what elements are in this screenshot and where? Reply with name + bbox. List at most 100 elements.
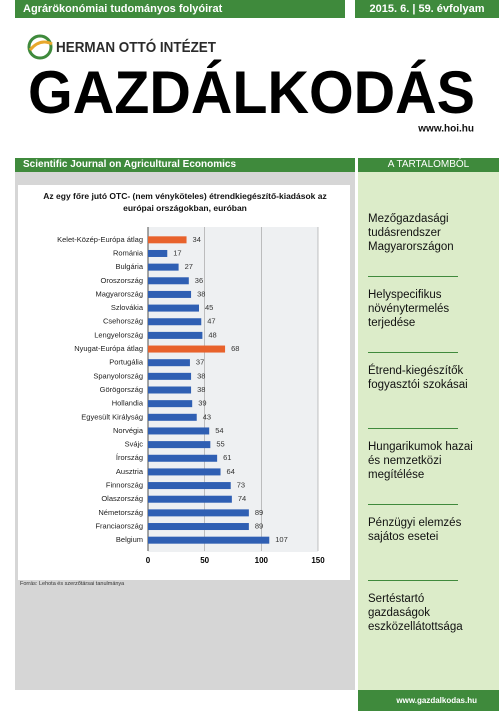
bar: [148, 509, 249, 517]
tagline-bar: Agrárökonómiai tudományos folyóirat: [15, 0, 345, 18]
value-label: 68: [231, 344, 239, 353]
y-tick-label: Lengyelország: [94, 330, 143, 339]
y-tick-label: Svájc: [125, 440, 144, 449]
y-tick-label: Oroszország: [100, 276, 143, 285]
bar: [148, 236, 187, 244]
logo-icon: [27, 34, 53, 60]
y-tick-label: Németország: [98, 508, 143, 517]
y-tick-label: Görögország: [100, 385, 143, 394]
x-tick-label: 50: [200, 556, 209, 565]
bar: [148, 386, 192, 394]
y-tick-label: Norvégia: [113, 426, 144, 435]
y-tick-label: Egyesült Királyság: [81, 412, 143, 421]
x-tick-label: 0: [146, 556, 151, 565]
tagline: Agrárökonómiai tudományos folyóirat: [23, 3, 223, 15]
subtitle-bar: Scientific Journal on Agricultural Econo…: [15, 158, 355, 172]
bar: [148, 331, 203, 339]
y-tick-label: Magyarország: [95, 289, 143, 298]
separator: [368, 504, 458, 505]
x-tick-label: 100: [255, 556, 269, 565]
y-tick-label: Franciaország: [95, 522, 143, 531]
value-label: 89: [255, 522, 263, 531]
value-label: 64: [227, 467, 235, 476]
value-label: 48: [208, 330, 216, 339]
contents-item: Pénzügyi elemzés sajátos esetei: [368, 517, 462, 543]
bar: [148, 454, 218, 462]
value-label: 54: [215, 426, 223, 435]
contents-item: Mezőgazdasági tudásrendszer Magyarország…: [368, 213, 454, 253]
logo-swoosh: [28, 40, 53, 51]
contents-item: Étrend-kiegészítők fogyasztói szokásai: [368, 365, 468, 391]
y-tick-label: Csehország: [103, 317, 143, 326]
website: www.hoi.hu: [417, 124, 474, 135]
y-tick-label: Szlovákia: [111, 303, 144, 312]
contents-bar: A TARTALOMBÓL: [358, 158, 499, 172]
value-label: 43: [203, 412, 211, 421]
y-tick-label: Nyugat-Európa átlag: [74, 344, 143, 353]
institute-name: HERMAN OTTÓ INTÉZET: [56, 38, 216, 56]
contents-item: Hungarikumok hazai és nemzetközi megítél…: [368, 441, 473, 481]
footer-bar: www.gazdalkodas.hu: [358, 690, 499, 711]
subtitle: Scientific Journal on Agricultural Econo…: [23, 159, 237, 170]
bar: [148, 304, 199, 312]
contents-item: Sertéstartó gazdaságok eszközellátottság…: [368, 593, 463, 633]
masthead: HERMAN OTTÓ INTÉZET GAZDÁLKODÁS www.hoi.…: [27, 34, 475, 135]
bar: [148, 427, 210, 435]
y-tick-label: Bulgária: [115, 262, 143, 271]
issue: 2015. 6. | 59. évfolyam: [369, 3, 485, 15]
bar: [148, 290, 192, 298]
bar: [148, 263, 179, 271]
bar: [148, 345, 226, 353]
bar: [148, 523, 249, 531]
value-label: 89: [255, 508, 263, 517]
value-label: 17: [173, 248, 181, 257]
value-label: 27: [185, 262, 193, 271]
separator: [368, 352, 458, 353]
bar: [148, 277, 189, 285]
chart-title: Az egy főre jutó OTC- (nem vényköteles) …: [43, 191, 327, 213]
y-tick-label: Olaszország: [101, 494, 143, 503]
value-label: 107: [275, 535, 288, 544]
bar: [148, 372, 192, 380]
value-label: 36: [195, 276, 203, 285]
y-tick-label: Portugália: [109, 358, 144, 367]
value-label: 34: [193, 235, 201, 244]
x-tick-label: 150: [311, 556, 325, 565]
value-label: 73: [237, 481, 245, 490]
bar: [148, 413, 197, 421]
y-tick-label: Spanyolország: [93, 371, 143, 380]
value-label: 38: [197, 385, 205, 394]
value-label: 38: [197, 289, 205, 298]
bar: [148, 495, 232, 503]
bar: [148, 468, 221, 476]
issue-bar: 2015. 6. | 59. évfolyam: [355, 0, 499, 18]
contents-heading: A TARTALOMBÓL: [387, 159, 470, 170]
bar: [148, 536, 270, 544]
y-tick-label: Kelet-Közép-Európa átlag: [57, 235, 143, 244]
contents-item: Helyspecifikus növénytermelés terjedése: [368, 289, 450, 329]
bar: [148, 441, 211, 449]
y-tick-label: Románia: [113, 248, 144, 257]
value-label: 37: [196, 358, 204, 367]
bar: [148, 359, 190, 367]
value-label: 45: [205, 303, 213, 312]
bar: [148, 318, 202, 326]
y-tick-label: Finnország: [106, 481, 143, 490]
separator: [368, 428, 458, 429]
journal-title: GAZDÁLKODÁS: [28, 59, 475, 126]
value-label: 74: [238, 494, 246, 503]
contents-sidebar: Mezőgazdasági tudásrendszer Magyarország…: [358, 172, 499, 690]
bar: [148, 400, 193, 408]
bar: [148, 482, 231, 490]
value-label: 55: [216, 440, 224, 449]
y-tick-label: Belgium: [116, 535, 143, 544]
bar: [148, 249, 168, 257]
separator: [368, 580, 458, 581]
value-label: 38: [197, 371, 205, 380]
footer-url: www.gazdalkodas.hu: [396, 696, 477, 705]
value-label: 61: [223, 453, 231, 462]
chart: 0 50 100 150 Kelet-Közép-Európa átlag 34 Román…: [57, 227, 325, 565]
y-tick-label: Ausztria: [116, 467, 144, 476]
y-tick-label: Írország: [116, 453, 143, 462]
